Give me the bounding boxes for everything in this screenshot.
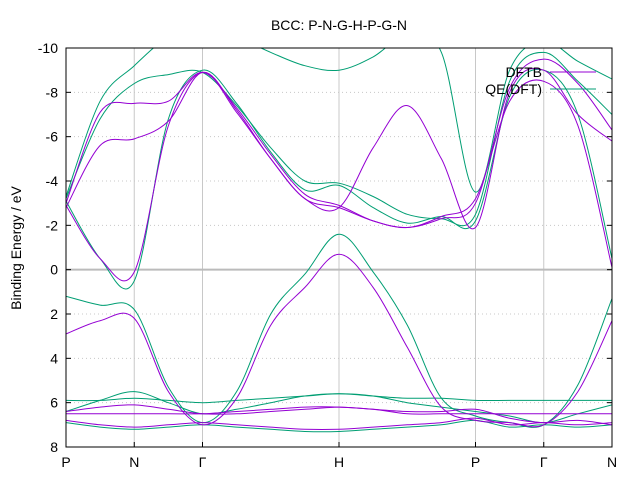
y-tick-label: -2: [46, 217, 59, 233]
qe-dft-band-0: [66, 419, 612, 433]
y-tick-label: 2: [50, 306, 58, 322]
x-tick-label: H: [334, 454, 344, 470]
x-tick-label: P: [471, 454, 480, 470]
y-axis-ticks: -10 -8 -6 -4 -2 0 2 4 6 8: [38, 40, 612, 455]
y-tick-label: 4: [50, 350, 58, 366]
grid-lines: [66, 48, 612, 447]
chart-title: BCC: P-N-G-H-P-G-N: [271, 17, 407, 33]
legend: DFTB QE(DFT): [485, 64, 596, 97]
y-tick-label: 8: [50, 439, 58, 455]
qe-dft-band-3: [66, 233, 612, 428]
legend-label-dftb: DFTB: [505, 64, 542, 80]
x-tick-label: Γ: [540, 454, 548, 470]
qe-dft-band-6: [66, 48, 612, 197]
y-tick-label: 6: [50, 395, 58, 411]
y-tick-label: -10: [38, 40, 58, 56]
qe-dft-band-2: [66, 391, 612, 424]
dftb-band-6: [66, 58, 612, 229]
y-tick-label: -8: [46, 84, 59, 100]
x-tick-label: Γ: [199, 454, 207, 470]
y-tick-label: -6: [46, 129, 59, 145]
dftb-band-2: [66, 404, 612, 426]
y-tick-label: 0: [50, 262, 58, 278]
x-tick-label: N: [129, 454, 139, 470]
dftb-band-5: [66, 67, 612, 230]
legend-label-qe-dft: QE(DFT): [485, 81, 542, 97]
dftb-band-3: [66, 253, 612, 428]
band-series: [66, 48, 612, 433]
x-tick-label: N: [607, 454, 617, 470]
x-tick-label: P: [61, 454, 70, 470]
y-axis-title: Binding Energy / eV: [8, 185, 24, 309]
y-tick-label: -4: [46, 173, 59, 189]
qe-dft-band-5: [66, 51, 612, 227]
